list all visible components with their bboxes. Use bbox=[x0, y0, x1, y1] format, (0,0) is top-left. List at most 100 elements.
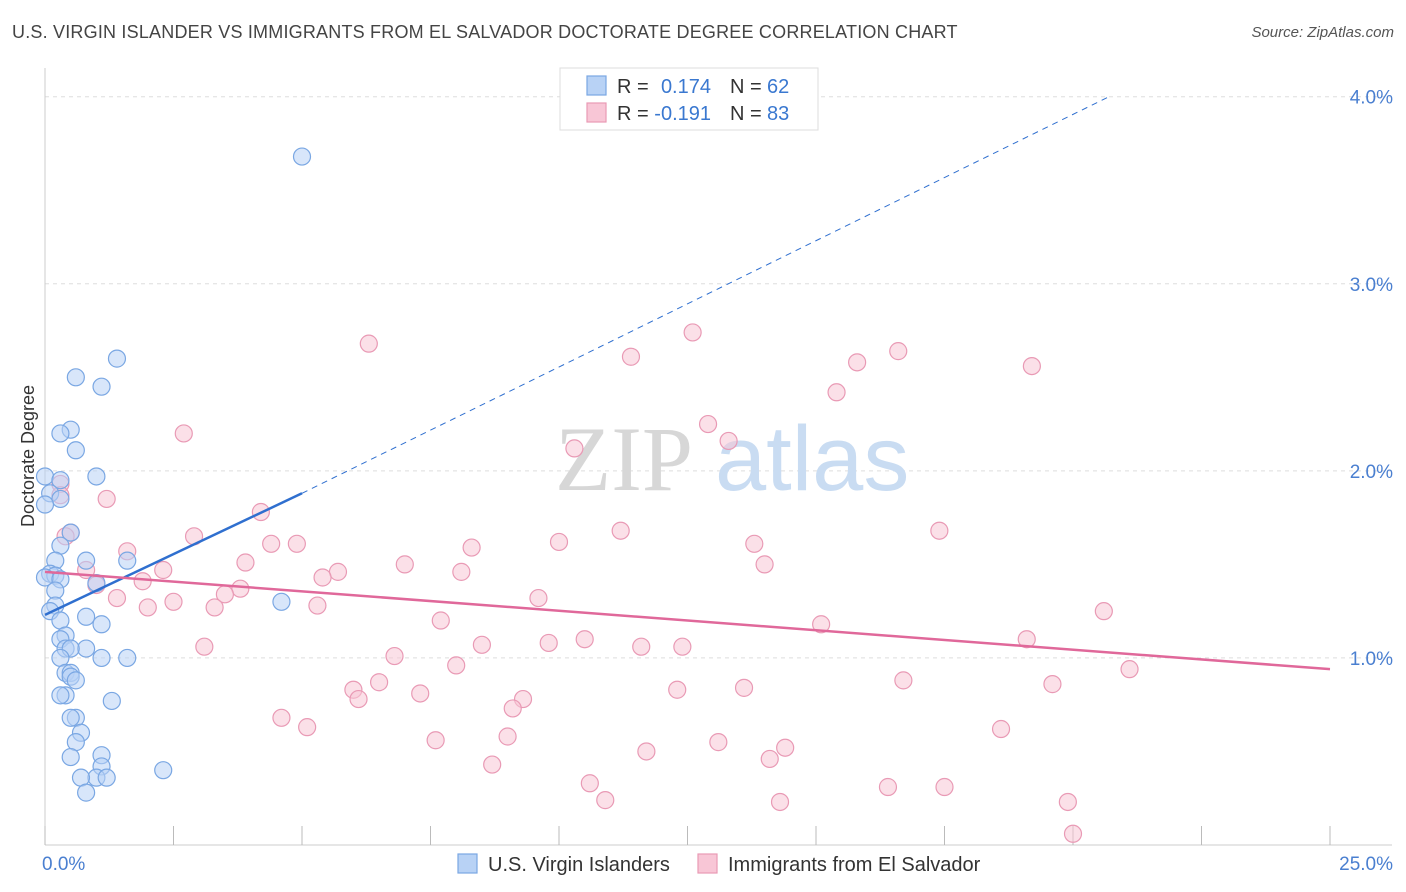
blue-point bbox=[51, 424, 70, 443]
blue-point bbox=[118, 551, 137, 570]
blue-point bbox=[272, 592, 291, 611]
pink-point bbox=[596, 791, 615, 810]
pink-point bbox=[770, 792, 790, 812]
pink-points bbox=[51, 323, 1139, 843]
pink-point bbox=[1120, 660, 1139, 679]
pink-point bbox=[827, 383, 846, 402]
blue-point bbox=[92, 615, 111, 634]
pink-point bbox=[395, 555, 414, 574]
pink-point bbox=[755, 555, 774, 574]
pink-point bbox=[272, 708, 291, 727]
blue-point bbox=[102, 691, 121, 711]
pink-point bbox=[472, 635, 491, 654]
pink-point bbox=[370, 673, 389, 692]
pink-point bbox=[668, 680, 687, 699]
blue-point bbox=[107, 349, 127, 368]
x-tick-label: 25.0% bbox=[1339, 854, 1393, 875]
trend-lines bbox=[44, 96, 1331, 671]
blue-point bbox=[154, 761, 173, 780]
pink-point bbox=[452, 562, 471, 581]
pink-point bbox=[164, 592, 183, 611]
blue-point bbox=[87, 467, 106, 486]
series-legend: U.S. Virgin Islanders Immigrants from El … bbox=[457, 853, 981, 876]
blue-point bbox=[92, 648, 111, 668]
pink-point bbox=[298, 718, 317, 737]
pink-point bbox=[848, 353, 867, 372]
pink-point bbox=[698, 414, 718, 434]
pink-point bbox=[195, 637, 214, 656]
watermark-atlas: atlas bbox=[715, 408, 909, 510]
pink-point bbox=[580, 774, 599, 793]
grid-lines bbox=[45, 96, 1392, 659]
pink-point bbox=[549, 532, 569, 552]
pink-point bbox=[611, 521, 630, 540]
chart-title: U.S. VIRGIN ISLANDER VS IMMIGRANTS FROM … bbox=[12, 22, 958, 42]
blue-point bbox=[35, 467, 55, 486]
y-tick-label: 1.0% bbox=[1350, 649, 1393, 670]
y-tick-labels: 1.0% 2.0% 3.0% 4.0% bbox=[1350, 88, 1393, 670]
pink-point bbox=[529, 588, 548, 608]
legend-n-value: 83 bbox=[767, 103, 789, 125]
blue-point bbox=[51, 489, 70, 509]
blue-point bbox=[77, 551, 96, 570]
pink-point bbox=[447, 656, 466, 675]
blue-point bbox=[61, 523, 80, 542]
pink-point bbox=[205, 598, 224, 617]
pink-point bbox=[776, 738, 795, 757]
blue-point bbox=[66, 368, 85, 387]
pink-point bbox=[1017, 630, 1036, 649]
blue-legend-swatch bbox=[586, 75, 607, 96]
pink-point bbox=[632, 637, 651, 656]
x-tick-label: 0.0% bbox=[42, 854, 85, 875]
pink-point bbox=[483, 755, 502, 774]
pink-point bbox=[760, 749, 779, 769]
pink-point bbox=[426, 731, 445, 750]
pink-point bbox=[1043, 675, 1062, 694]
pink-point bbox=[313, 568, 332, 587]
y-axis-title: Doctorate Degree bbox=[18, 385, 38, 527]
pink-point bbox=[930, 521, 949, 540]
pink-series-swatch bbox=[697, 853, 718, 874]
blue-point bbox=[118, 648, 137, 668]
pink-point bbox=[411, 684, 430, 703]
blue-point bbox=[61, 708, 80, 727]
pink-point bbox=[1063, 824, 1083, 843]
pink-point bbox=[349, 689, 368, 709]
pink-point bbox=[174, 424, 193, 443]
blue-point bbox=[77, 783, 96, 802]
pink-point bbox=[138, 598, 157, 617]
legend-n-label: N = bbox=[730, 76, 762, 98]
pink-point bbox=[935, 777, 954, 797]
pink-point bbox=[107, 588, 127, 608]
blue-point bbox=[97, 768, 116, 787]
pink-legend-swatch bbox=[586, 102, 607, 123]
pink-point bbox=[359, 334, 378, 353]
pink-point bbox=[262, 534, 281, 553]
y-tick-label: 4.0% bbox=[1350, 88, 1393, 109]
legend-r-label: R = bbox=[617, 103, 649, 125]
pink-point bbox=[1022, 356, 1041, 376]
blue-point bbox=[35, 495, 55, 514]
x-tick-labels: 0.0% 25.0% bbox=[42, 854, 1393, 875]
legend-r-value: -0.191 bbox=[654, 103, 711, 125]
pink-point bbox=[308, 596, 327, 615]
pink-point bbox=[154, 560, 173, 580]
pink-point bbox=[565, 439, 584, 458]
blue-trend-extension bbox=[301, 96, 1110, 494]
pink-point bbox=[621, 347, 641, 366]
blue-point bbox=[92, 377, 111, 396]
pink-point bbox=[231, 579, 250, 598]
blue-point bbox=[66, 671, 85, 690]
blue-point bbox=[61, 747, 80, 767]
pink-point bbox=[575, 630, 594, 649]
watermark-zip: ZIP bbox=[555, 408, 693, 510]
pink-point bbox=[673, 637, 692, 656]
pink-point bbox=[287, 534, 306, 553]
blue-point bbox=[77, 607, 96, 626]
pink-series-label: Immigrants from El Salvador bbox=[728, 854, 981, 876]
legend-n-value: 62 bbox=[767, 76, 789, 98]
pink-point bbox=[1058, 792, 1077, 812]
blue-series-swatch bbox=[457, 853, 478, 874]
pink-point bbox=[462, 538, 481, 557]
